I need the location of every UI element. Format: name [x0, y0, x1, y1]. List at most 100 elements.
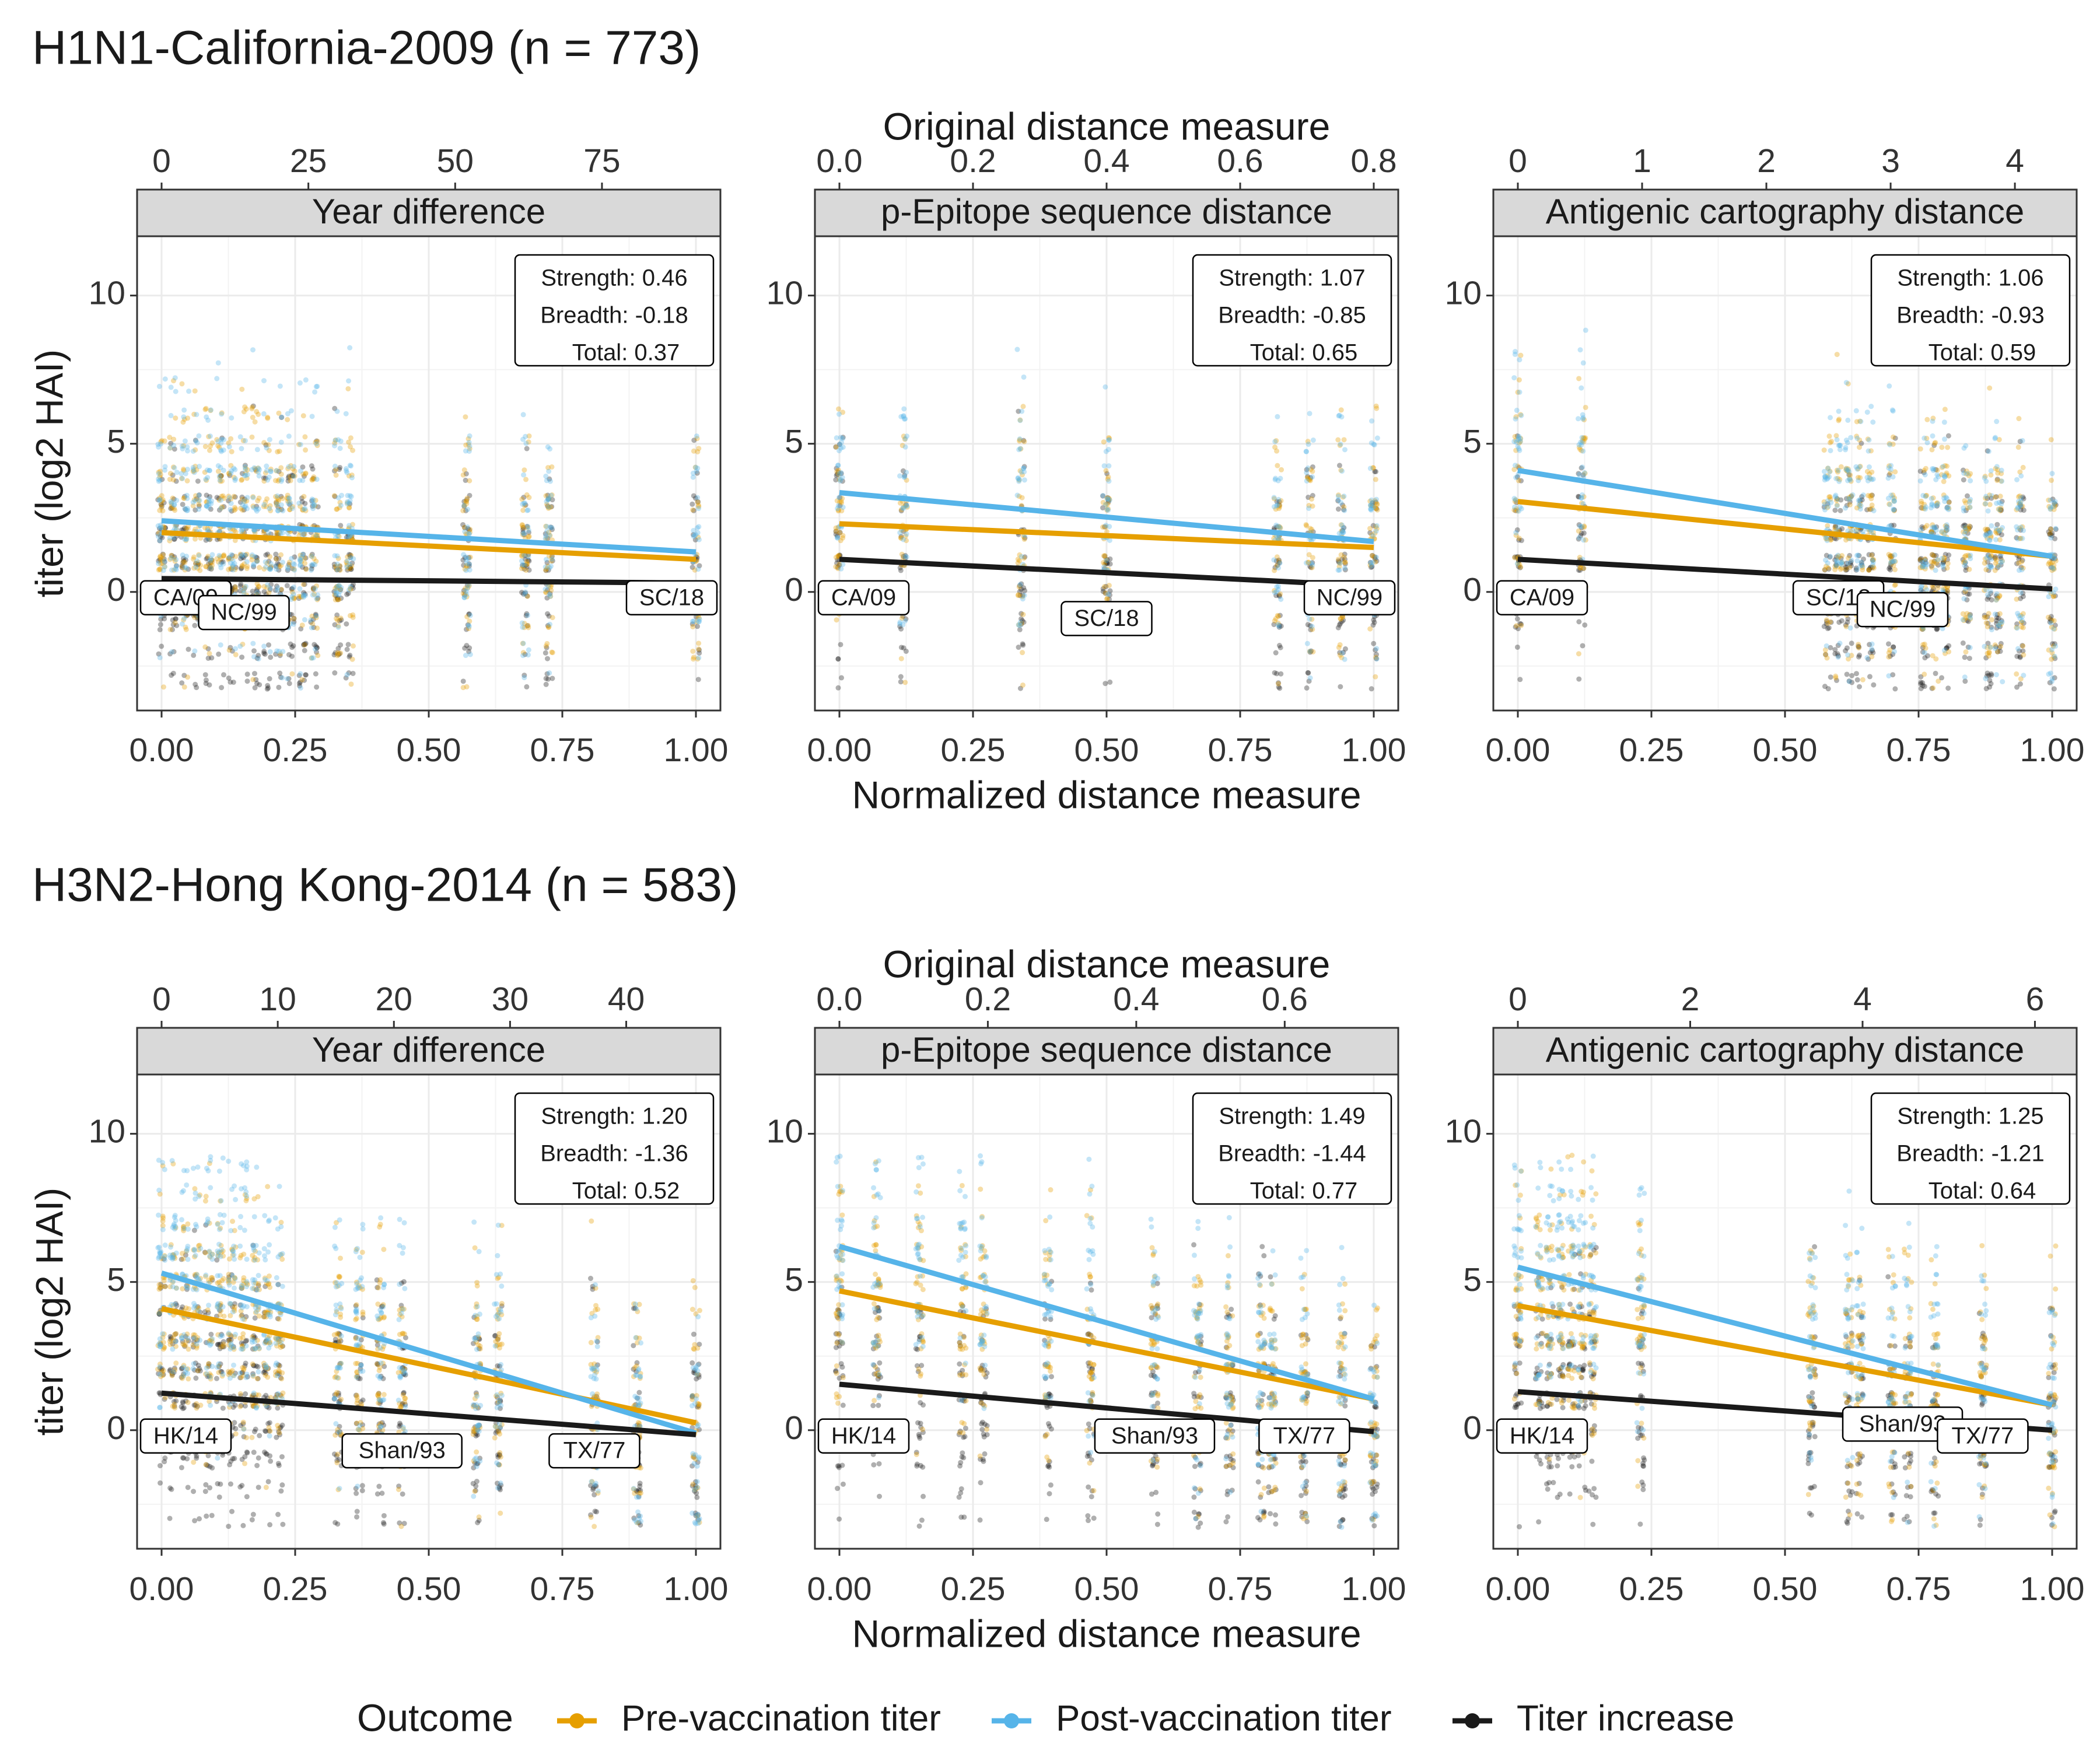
point-post-vaccination — [897, 530, 903, 536]
point-post-vaccination — [231, 1373, 237, 1378]
point-post-vaccination — [196, 553, 202, 559]
point-titer-increase — [1276, 643, 1282, 649]
point-titer-increase — [191, 1489, 197, 1494]
point-post-vaccination — [2018, 499, 2024, 505]
top-axis-title: Original distance measure — [883, 104, 1331, 148]
point-pre-vaccination — [2048, 437, 2054, 443]
point-post-vaccination — [157, 1371, 163, 1377]
point-post-vaccination — [310, 655, 316, 661]
point-pre-vaccination — [1367, 526, 1373, 531]
point-post-vaccination — [196, 506, 202, 512]
point-pre-vaccination — [195, 1368, 201, 1374]
point-pre-vaccination — [204, 499, 210, 505]
point-post-vaccination — [174, 498, 180, 503]
x-tick-label: 0.25 — [1619, 732, 1684, 769]
point-post-vaccination — [547, 478, 553, 484]
point-pre-vaccination — [1338, 615, 1343, 621]
point-titer-increase — [180, 560, 186, 566]
point-post-vaccination — [261, 411, 267, 416]
point-titer-increase — [1338, 684, 1343, 690]
top-tick-label: 25 — [290, 142, 327, 180]
point-post-vaccination — [251, 561, 257, 567]
point-post-vaccination — [1931, 466, 1937, 472]
point-titer-increase — [266, 642, 272, 648]
point-post-vaccination — [1892, 558, 1898, 564]
point-post-vaccination — [1517, 357, 1522, 363]
point-post-vaccination — [215, 1248, 220, 1254]
point-post-vaccination — [190, 1166, 196, 1171]
point-post-vaccination — [208, 565, 214, 570]
point-titer-increase — [1960, 640, 1966, 646]
point-titer-increase — [216, 495, 222, 501]
point-post-vaccination — [2017, 615, 2023, 621]
point-post-vaccination — [179, 443, 185, 449]
point-pre-vaccination — [192, 388, 198, 394]
point-post-vaccination — [1374, 435, 1380, 441]
point-titer-increase — [180, 502, 186, 508]
point-pre-vaccination — [161, 524, 167, 530]
point-pre-vaccination — [1856, 645, 1861, 651]
point-pre-vaccination — [167, 471, 173, 477]
point-post-vaccination — [288, 408, 294, 414]
point-post-vaccination — [1993, 435, 1999, 440]
point-post-vaccination — [1967, 645, 1973, 650]
point-post-vaccination — [343, 411, 349, 416]
point-pre-vaccination — [1514, 623, 1520, 629]
point-pre-vaccination — [158, 561, 164, 567]
point-post-vaccination — [1579, 492, 1585, 498]
point-titer-increase — [302, 648, 307, 653]
point-post-vaccination — [218, 642, 223, 648]
point-post-vaccination — [1307, 616, 1312, 622]
point-pre-vaccination — [1310, 468, 1315, 474]
point-titer-increase — [209, 1465, 215, 1471]
point-titer-increase — [219, 685, 225, 691]
point-pre-vaccination — [229, 1368, 235, 1374]
point-post-vaccination — [174, 470, 180, 475]
point-post-vaccination — [184, 1182, 190, 1188]
point-post-vaccination — [267, 506, 272, 512]
point-titer-increase — [1844, 671, 1850, 677]
y-tick-label: 0 — [785, 571, 803, 608]
point-post-vaccination — [1924, 587, 1930, 593]
point-post-vaccination — [1303, 449, 1309, 454]
point-post-vaccination — [1843, 380, 1849, 386]
point-post-vaccination — [169, 649, 175, 655]
point-post-vaccination — [1996, 564, 2001, 569]
point-post-vaccination — [1992, 646, 1998, 652]
point-titer-increase — [209, 1513, 215, 1518]
point-post-vaccination — [1866, 464, 1872, 470]
point-post-vaccination — [836, 448, 842, 454]
point-titer-increase — [195, 1363, 201, 1368]
point-post-vaccination — [2049, 678, 2055, 684]
point-post-vaccination — [2018, 473, 2024, 479]
point-pre-vaccination — [158, 472, 163, 478]
point-post-vaccination — [337, 446, 343, 452]
point-pre-vaccination — [158, 553, 163, 559]
point-post-vaccination — [1997, 507, 2003, 513]
point-post-vaccination — [1825, 498, 1831, 504]
point-pre-vaccination — [278, 552, 284, 558]
point-post-vaccination — [901, 537, 907, 542]
point-post-vaccination — [195, 1164, 201, 1170]
point-post-vaccination — [1017, 477, 1023, 482]
point-post-vaccination — [171, 443, 177, 449]
point-pre-vaccination — [1578, 565, 1584, 571]
point-pre-vaccination — [840, 535, 846, 541]
point-post-vaccination — [467, 433, 473, 439]
point-post-vaccination — [1993, 597, 1999, 603]
point-post-vaccination — [232, 477, 238, 483]
point-post-vaccination — [904, 433, 910, 439]
point-post-vaccination — [463, 653, 468, 659]
point-pre-vaccination — [1275, 463, 1280, 468]
point-post-vaccination — [1836, 443, 1842, 449]
point-post-vaccination — [1930, 418, 1936, 424]
point-post-vaccination — [1020, 596, 1026, 602]
point-post-vaccination — [182, 565, 188, 570]
point-pre-vaccination — [1994, 478, 2000, 484]
point-post-vaccination — [191, 1335, 197, 1341]
point-titer-increase — [192, 1518, 198, 1524]
point-post-vaccination — [279, 675, 285, 681]
point-pre-vaccination — [162, 438, 167, 444]
point-post-vaccination — [1843, 466, 1849, 472]
point-post-vaccination — [348, 584, 354, 590]
